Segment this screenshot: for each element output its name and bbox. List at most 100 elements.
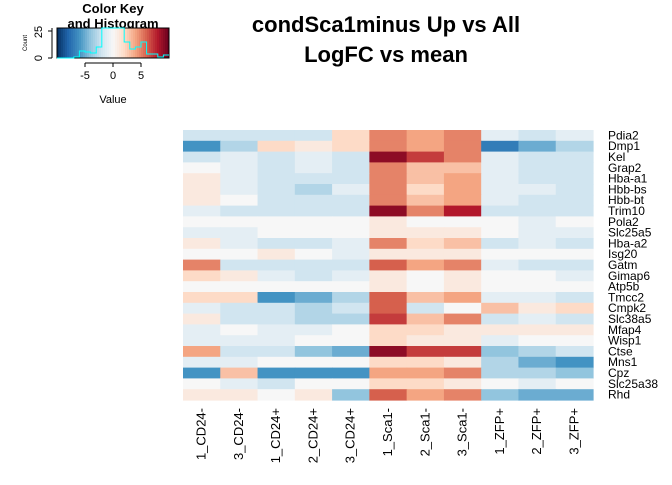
color-key-swatch (91, 28, 94, 58)
heatmap-cell (481, 227, 520, 239)
color-key-swatch (95, 28, 98, 58)
heatmap-cell (518, 313, 557, 325)
heatmap-cell (481, 356, 520, 369)
heatmap-cell (518, 173, 557, 185)
heatmap-cell (294, 173, 333, 185)
heatmap-cell (294, 292, 333, 304)
color-key-swatch (109, 28, 112, 58)
heatmap-cell (369, 281, 408, 293)
color-key-swatch (75, 28, 78, 58)
color-key-swatch (81, 28, 84, 58)
heatmap-cell (294, 356, 333, 369)
heatmap-cell (183, 292, 221, 304)
color-key-swatch (115, 28, 118, 58)
color-key-swatch (155, 28, 158, 58)
heatmap-cell (220, 346, 259, 358)
heatmap-cell (555, 130, 594, 142)
heatmap-cell (481, 270, 520, 282)
heatmap-cell (332, 151, 370, 163)
row-label: Trim10 (608, 204, 645, 218)
heatmap-cell (332, 238, 370, 250)
heatmap-cell (443, 205, 482, 217)
color-key-swatch (85, 28, 88, 58)
heatmap-cell (294, 216, 333, 228)
heatmap-cell (220, 184, 259, 196)
color-key-swatch (113, 28, 116, 58)
heatmap-cell (183, 281, 221, 293)
heatmap-cell (481, 302, 520, 315)
heatmap-cell (443, 216, 482, 228)
heatmap-cell (369, 292, 408, 304)
row-label: Hbb-bs (608, 182, 647, 196)
heatmap-cell (294, 238, 333, 250)
column-label: 1_CD24- (194, 408, 209, 460)
heatmap-cell (369, 313, 408, 325)
heatmap-cell (555, 259, 594, 271)
heatmap-cell (332, 346, 370, 358)
heatmap-cell (443, 130, 482, 142)
heatmap-cell (332, 367, 370, 379)
heatmap-cell (555, 227, 594, 239)
heatmap-cell (443, 227, 482, 239)
heatmap-cell (332, 281, 370, 293)
heatmap-cell (481, 367, 520, 379)
heatmap-cell (369, 302, 408, 315)
heatmap-cell (294, 270, 333, 282)
heatmap-cell (220, 313, 259, 325)
heatmap-cell (369, 346, 408, 358)
color-key-swatch (163, 28, 166, 58)
heatmap-cell (481, 184, 520, 196)
heatmap-cell (369, 389, 408, 401)
heatmap-cell (481, 162, 520, 174)
heatmap-cell (518, 389, 557, 401)
heatmap-cell (406, 216, 445, 228)
heatmap-cell (183, 205, 221, 217)
heatmap-cell (481, 346, 520, 358)
color-key-swatch (135, 28, 138, 58)
heatmap-cell (406, 292, 445, 304)
heatmap-cell (406, 162, 445, 174)
color-key-swatch (131, 28, 134, 58)
heatmap-cell (183, 173, 221, 185)
heatmap-cell (518, 259, 557, 271)
heatmap-cell (555, 162, 594, 174)
heatmap-cell (369, 140, 408, 153)
heatmap-cell (406, 248, 445, 261)
heatmap-cell (443, 270, 482, 282)
color-key-swatch (111, 28, 114, 58)
heatmap-cell (294, 346, 333, 358)
heatmap-cell (555, 356, 594, 369)
heatmap-cell (481, 140, 520, 153)
heatmap-cell (518, 162, 557, 174)
color-key-swatch (65, 28, 68, 58)
heatmap-cell (406, 281, 445, 293)
heatmap-cell (183, 184, 221, 196)
color-key-swatch (119, 28, 122, 58)
color-key-swatch (77, 28, 80, 58)
heatmap-cell (294, 259, 333, 271)
heatmap-cell (220, 389, 259, 401)
heatmap-cell (406, 184, 445, 196)
row-label: Slc38a5 (608, 312, 652, 326)
row-label: Hba-a2 (608, 236, 648, 250)
heatmap-cell (481, 324, 520, 336)
color-key-swatch (71, 28, 74, 58)
heatmap-cell (183, 270, 221, 282)
color-key-x-axis: -5 0 5 (80, 62, 144, 82)
heatmap-cell (257, 205, 296, 217)
heatmap-cell (183, 335, 221, 347)
heatmap-cell (555, 248, 594, 261)
heatmap-cell (481, 130, 520, 142)
heatmap-cell (257, 335, 296, 347)
heatmap-cell (257, 324, 296, 336)
heatmap-cell (518, 248, 557, 261)
heatmap-cell (220, 367, 259, 379)
heatmap-cell (257, 367, 296, 379)
heatmap-cell (481, 205, 520, 217)
row-label: Gimap6 (608, 269, 650, 283)
heatmap-cell (555, 389, 594, 401)
heatmap-cell (220, 205, 259, 217)
color-key-swatch (139, 28, 142, 58)
heatmap-cell (332, 270, 370, 282)
heatmap-cell (518, 194, 557, 207)
